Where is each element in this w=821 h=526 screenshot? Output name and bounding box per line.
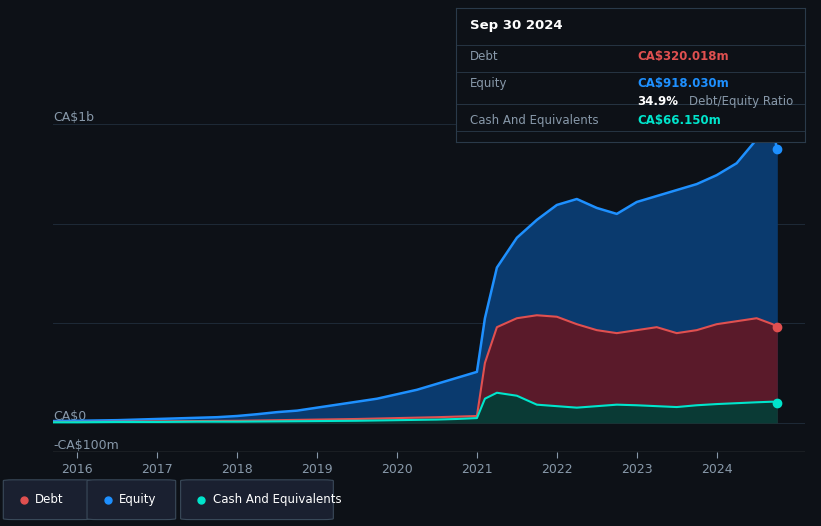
Text: Sep 30 2024: Sep 30 2024 (470, 19, 562, 32)
Text: Equity: Equity (119, 493, 157, 506)
Text: 34.9%: 34.9% (637, 95, 678, 108)
FancyBboxPatch shape (3, 480, 92, 520)
Text: Debt/Equity Ratio: Debt/Equity Ratio (690, 95, 794, 108)
Text: CA$320.018m: CA$320.018m (637, 49, 729, 63)
Text: Equity: Equity (470, 76, 507, 89)
Text: Debt: Debt (470, 49, 498, 63)
Text: CA$1b: CA$1b (53, 112, 94, 125)
Text: -CA$100m: -CA$100m (53, 439, 119, 452)
Text: CA$66.150m: CA$66.150m (637, 114, 721, 127)
Text: Debt: Debt (35, 493, 64, 506)
FancyBboxPatch shape (87, 480, 176, 520)
Text: CA$918.030m: CA$918.030m (637, 76, 729, 89)
FancyBboxPatch shape (181, 480, 333, 520)
Text: Cash And Equivalents: Cash And Equivalents (213, 493, 342, 506)
Text: CA$0: CA$0 (53, 410, 86, 422)
Text: Cash And Equivalents: Cash And Equivalents (470, 114, 599, 127)
